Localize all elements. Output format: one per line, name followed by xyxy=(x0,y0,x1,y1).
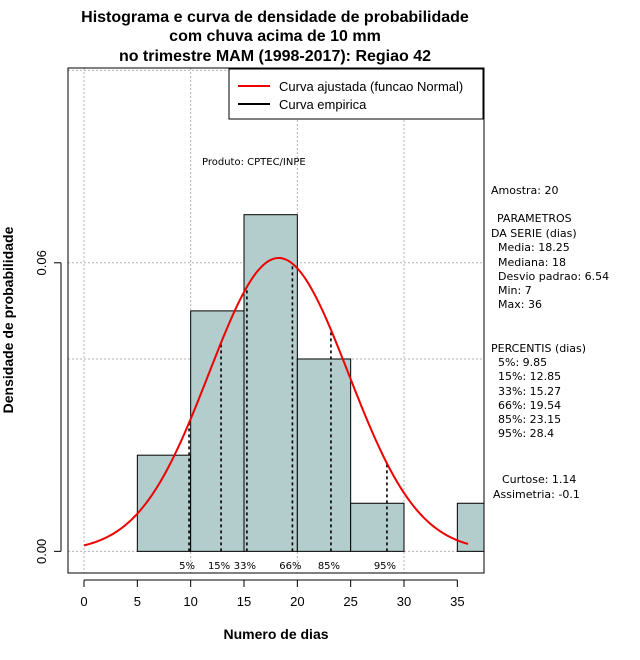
percentile-33: 33%: 15.27 xyxy=(498,385,561,398)
y-axis-title: Densidade de probabilidade xyxy=(0,226,16,413)
x-axis-title: Numero de dias xyxy=(223,626,328,642)
stat-skewness: Assimetria: -0.1 xyxy=(493,488,580,501)
product-annotation: Produto: CPTEC/INPE xyxy=(202,157,306,168)
percentile-label-5: 5% xyxy=(179,561,195,572)
histogram-bar xyxy=(190,310,245,552)
stat-stddev: Desvio padrao: 6.54 xyxy=(498,270,609,283)
x-tick-label-0: 0 xyxy=(80,594,87,609)
percentile-label-66: 66% xyxy=(279,561,301,572)
percentile-66: 66%: 19.54 xyxy=(498,399,561,412)
histogram-bar xyxy=(243,214,298,552)
legend-box xyxy=(228,68,484,120)
stat-max: Max: 36 xyxy=(498,298,542,311)
histogram-bar xyxy=(296,358,352,552)
x-tick-label-10: 10 xyxy=(183,594,197,609)
percentile-15: 15%: 12.85 xyxy=(498,370,561,383)
stat-mean: Media: 18.25 xyxy=(498,241,570,254)
parameters-heading: PARAMETROS xyxy=(497,212,572,225)
percentile-label-15: 15% xyxy=(208,561,230,572)
x-tick-label-35: 35 xyxy=(450,594,464,609)
plot-frame xyxy=(67,67,485,574)
histogram-bar xyxy=(456,502,485,552)
percentile-lines xyxy=(188,263,388,552)
percentile-95: 95%: 28.4 xyxy=(498,427,554,440)
y-tick-label-0: 0.00 xyxy=(34,539,49,564)
x-tick-label-20: 20 xyxy=(290,594,304,609)
x-tick-label-30: 30 xyxy=(397,594,411,609)
stat-min: Min: 7 xyxy=(498,284,532,297)
x-tick-label-15: 15 xyxy=(237,594,251,609)
y-tick-label-006: 0.06 xyxy=(34,250,49,275)
fitted-normal-curve xyxy=(83,256,469,547)
x-axis xyxy=(83,579,458,587)
stat-median: Mediana: 18 xyxy=(498,256,566,269)
statistics-panel: Amostra: 20 PARAMETROS DA SERIE (dias) M… xyxy=(491,184,609,501)
y-axis xyxy=(54,262,62,552)
sample-size: Amostra: 20 xyxy=(491,184,558,197)
parameters-subheading: DA SERIE (dias) xyxy=(491,227,577,240)
legend: Curva ajustada (funcao Normal) Curva emp… xyxy=(228,68,484,120)
percentile-label-33: 33% xyxy=(234,561,256,572)
percentiles-heading: PERCENTIS (dias) xyxy=(491,342,586,355)
percentile-85: 85%: 23.15 xyxy=(498,413,561,426)
chart-title-line-2: com chuva acima de 10 mm xyxy=(169,28,381,45)
x-tick-label-5: 5 xyxy=(134,594,141,609)
chart-title-line-3: no trimestre MAM (1998-2017): Regiao 42 xyxy=(119,48,431,65)
legend-label-empirical: Curva empirica xyxy=(279,97,367,112)
x-tick-label-25: 25 xyxy=(343,594,357,609)
percentile-label-85: 85% xyxy=(318,561,340,572)
legend-label-fitted: Curva ajustada (funcao Normal) xyxy=(279,79,463,94)
percentile-5: 5%: 9.85 xyxy=(498,356,547,369)
stat-kurtosis: Curtose: 1.14 xyxy=(502,473,576,486)
percentile-label-95: 95% xyxy=(374,561,396,572)
histogram-bars xyxy=(136,214,485,552)
chart-title-line-1: Histograma e curva de densidade de proba… xyxy=(81,9,469,26)
histogram-bar xyxy=(350,502,405,552)
